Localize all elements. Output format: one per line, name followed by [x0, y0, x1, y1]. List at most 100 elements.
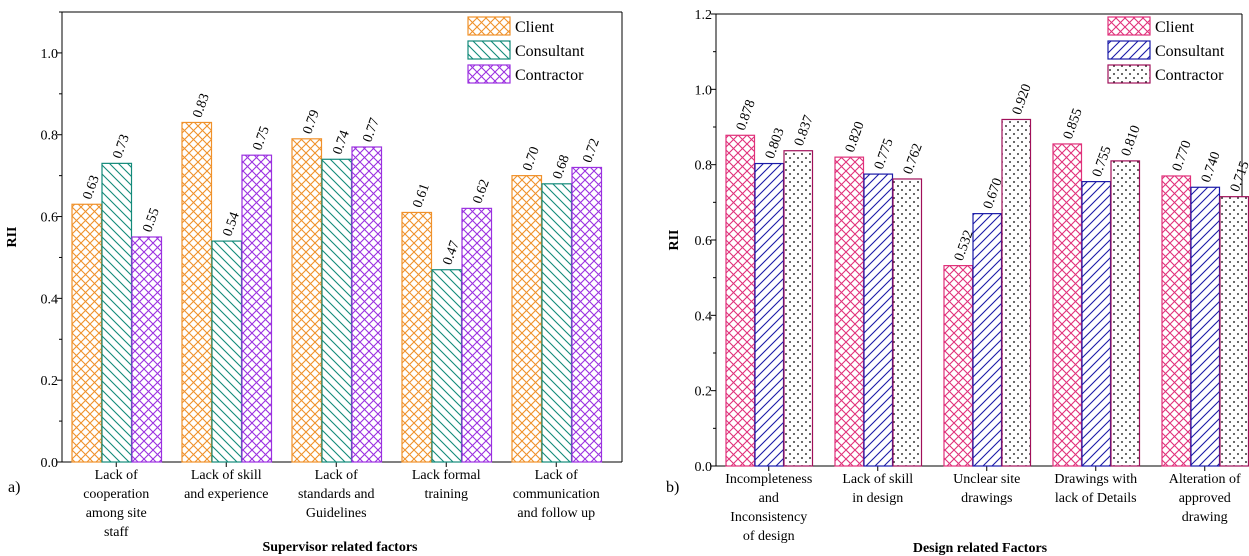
legend-label: Client: [1155, 19, 1195, 36]
x-category-label: Lack of skill: [842, 472, 913, 487]
data-label: 0.715: [1228, 159, 1249, 194]
x-category-label: Lack of: [95, 468, 138, 483]
y-tick-label: 0.4: [41, 292, 59, 307]
bar-consultant: [1190, 186, 1221, 467]
x-category-label: Alteration of: [1169, 472, 1241, 487]
bar-client: [834, 156, 865, 467]
data-label: 0.63: [80, 173, 102, 201]
x-category-label: drawings: [961, 491, 1012, 506]
y-tick-label: 0.0: [41, 456, 59, 471]
bar-contractor: [241, 154, 273, 463]
data-label: 0.70: [520, 145, 542, 173]
y-tick-label: 0.4: [695, 309, 713, 324]
bar-contractor: [461, 207, 493, 463]
bar-contractor: [892, 178, 923, 467]
y-axis-title: RII: [667, 229, 682, 250]
bar-consultant: [863, 173, 894, 467]
data-label: 0.79: [300, 108, 322, 136]
x-category-label: drawing: [1182, 510, 1228, 525]
bar-consultant: [101, 162, 133, 463]
x-category-label: standards and: [298, 487, 375, 502]
y-tick-label: 0.0: [695, 460, 713, 475]
x-axis-title: Supervisor related factors: [262, 540, 418, 555]
x-category-label: staff: [104, 525, 129, 540]
data-label: 0.770: [1170, 139, 1195, 174]
x-category-label: and follow up: [517, 506, 595, 521]
y-tick-label: 0.6: [695, 234, 713, 249]
data-label: 0.54: [220, 210, 242, 238]
x-category-label: Inconsistency: [730, 510, 807, 525]
x-category-label: in design: [852, 491, 903, 506]
data-label: 0.878: [734, 98, 759, 133]
x-category-label: Drawings with: [1054, 472, 1137, 487]
bar-contractor: [1001, 118, 1032, 467]
data-label: 0.72: [580, 137, 602, 165]
x-category-label: among site: [86, 506, 147, 521]
x-category-label: and experience: [184, 487, 268, 502]
data-label: 0.55: [140, 206, 162, 234]
bar-client: [181, 121, 213, 463]
y-tick-label: 0.2: [695, 385, 713, 400]
legend-label: Consultant: [1155, 43, 1225, 60]
x-category-label: communication: [513, 487, 600, 502]
bar-consultant: [541, 183, 573, 463]
y-tick-label: 0.8: [41, 129, 59, 144]
legend-swatch: [1107, 40, 1151, 60]
bar-client: [401, 211, 433, 463]
data-label: 0.68: [550, 153, 572, 181]
legend-swatch: [1107, 16, 1151, 36]
panel-label: a): [8, 479, 20, 496]
data-label: 0.75: [250, 124, 272, 152]
bar-consultant: [972, 213, 1003, 467]
chart-panel-2: 0.0 0.2 0.4 0.6 0.8 1.0 1.2 RII b) Design related…: [666, 8, 1249, 556]
bar-client: [943, 265, 974, 467]
data-label: 0.83: [190, 92, 212, 120]
bar-consultant: [211, 240, 243, 463]
x-category-label: Incompleteness: [725, 472, 812, 487]
y-tick-label: 0.2: [41, 374, 59, 389]
bar-contractor: [783, 150, 814, 467]
x-category-label: training: [424, 487, 468, 502]
y-tick-label: 1.2: [695, 8, 713, 23]
data-label: 0.61: [410, 182, 432, 210]
data-label: 0.920: [1010, 82, 1035, 117]
data-label: 0.837: [792, 113, 817, 148]
data-label: 0.47: [440, 239, 462, 267]
data-label: 0.62: [470, 178, 492, 206]
x-category-label: lack of Details: [1055, 491, 1137, 506]
legend-swatch: [467, 16, 511, 36]
x-category-label: Lack formal: [412, 468, 481, 483]
y-tick-label: 0.6: [41, 211, 59, 226]
x-category-label: and: [759, 491, 779, 506]
chart-panel-1: 0.0 0.2 0.4 0.6 0.8 1.0 RII a) Supervisor relate…: [5, 11, 623, 555]
x-category-label: of design: [743, 529, 795, 544]
bar-consultant: [321, 158, 353, 463]
x-category-label: Lack of: [315, 468, 358, 483]
legend-label: Client: [515, 19, 555, 36]
x-category-label: Guidelines: [306, 506, 367, 521]
data-label: 0.762: [901, 142, 926, 177]
legend-label: Consultant: [515, 43, 585, 60]
bar-client: [71, 203, 103, 463]
data-label: 0.73: [110, 133, 132, 161]
bar-contractor: [131, 236, 163, 463]
legend-label: Contractor: [1155, 67, 1224, 84]
bar-client: [725, 134, 756, 467]
y-tick-label: 1.0: [695, 83, 713, 98]
x-category-label: Lack of: [535, 468, 578, 483]
legend-swatch: [467, 40, 511, 60]
data-label: 0.775: [872, 137, 897, 172]
bar-consultant: [431, 269, 463, 463]
y-tick-label: 1.0: [41, 47, 59, 62]
data-label: 0.740: [1199, 150, 1224, 185]
data-label: 0.855: [1061, 107, 1086, 142]
data-label: 0.810: [1119, 124, 1144, 159]
x-axis-title: Design related Factors: [913, 541, 1048, 556]
y-tick-label: 0.8: [695, 159, 713, 174]
legend-label: Contractor: [515, 67, 584, 84]
panel-label: b): [666, 479, 679, 496]
bar-client: [291, 138, 323, 463]
bar-client: [1161, 175, 1192, 467]
bar-contractor: [1219, 196, 1249, 467]
